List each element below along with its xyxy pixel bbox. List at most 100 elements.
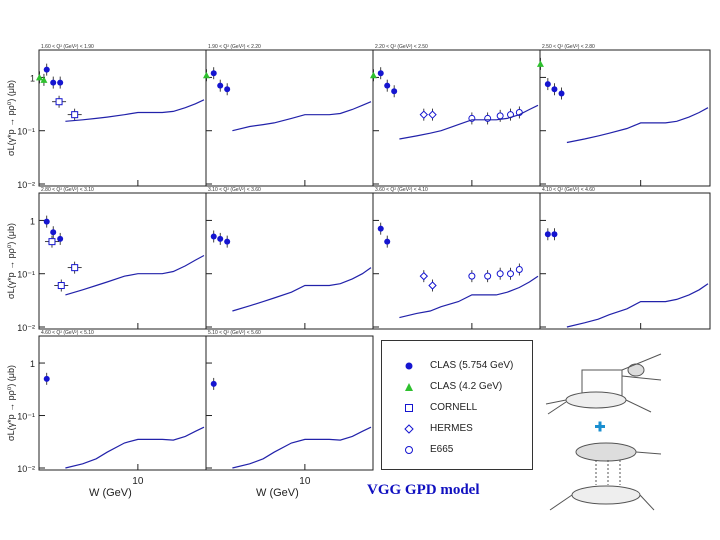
data-point <box>507 270 515 278</box>
x-axis-label: W (GeV) <box>89 487 132 499</box>
data-point <box>35 73 43 81</box>
panel-title: 1.60 < Q² (GeV²) < 1.90 <box>41 44 94 50</box>
legend-label: HERMES <box>430 423 473 434</box>
y-axis-label: σL(γ*p → pρ⁰) (μb) <box>6 223 16 299</box>
panel-title: 3.10 < Q² (GeV²) < 3.60 <box>208 187 261 193</box>
data-point <box>71 111 79 119</box>
data-point <box>419 271 429 281</box>
x-tick-label: 10 <box>132 476 144 487</box>
legend-item: CLAS (5.754 GeV) <box>382 357 532 375</box>
y-tick-label: 10⁻¹ <box>17 127 35 137</box>
data-point <box>484 272 492 280</box>
y-tick-label: 10⁻² <box>17 180 35 190</box>
legend: CLAS (5.754 GeV) CLAS (4.2 GeV) CORNELL … <box>381 340 533 470</box>
legend-item: HERMES <box>382 420 532 438</box>
data-point <box>210 70 217 77</box>
data-point <box>55 98 63 106</box>
filled-triangle-icon <box>405 383 413 391</box>
data-point <box>50 79 57 86</box>
y-tick-label: 10⁻² <box>17 323 35 333</box>
model-curve <box>232 267 372 312</box>
data-point <box>43 375 50 382</box>
caption: VGG GPD model <box>367 482 480 498</box>
y-tick-label: 1 <box>30 73 35 83</box>
data-point <box>217 82 224 89</box>
plus-icon <box>595 421 605 432</box>
panel-frame <box>539 192 711 330</box>
data-point <box>57 79 64 86</box>
panel-frame <box>38 192 207 330</box>
legend-item: CORNELL <box>382 399 532 417</box>
open-circle-icon <box>405 446 413 454</box>
data-point <box>428 281 437 290</box>
data-point <box>57 282 65 290</box>
y-tick-label: 10⁻¹ <box>17 270 35 280</box>
legend-item: CLAS (4.2 GeV) <box>382 378 532 396</box>
data-point <box>419 110 429 119</box>
filled-circle-icon <box>405 362 413 370</box>
y-axis-label: σL(γ*p → pρ⁰) (μb) <box>6 80 16 156</box>
panel-title: 3.60 < Q² (GeV²) < 4.10 <box>375 187 428 193</box>
panel-frame <box>205 49 374 187</box>
model-curve <box>399 275 539 319</box>
data-point <box>544 81 551 88</box>
panel-title: 4.10 < Q² (GeV²) < 4.60 <box>542 187 595 193</box>
data-point <box>43 66 50 73</box>
legend-label: E665 <box>430 444 454 455</box>
data-point <box>544 231 551 238</box>
y-tick-label: 10⁻² <box>17 464 35 474</box>
data-point <box>217 235 224 242</box>
y-tick-label: 1 <box>30 359 35 369</box>
data-point <box>391 88 398 95</box>
data-point <box>384 238 391 245</box>
y-tick-label: 10⁻¹ <box>17 412 35 422</box>
panel-title: 4.60 < Q² (GeV²) < 5.10 <box>41 330 94 336</box>
model-curve <box>399 104 539 140</box>
data-point <box>551 86 558 93</box>
data-point <box>224 238 231 245</box>
model-curve <box>65 426 205 469</box>
y-tick-label: 1 <box>30 216 35 226</box>
data-point <box>71 264 79 272</box>
open-square-icon <box>405 404 413 412</box>
model-curve <box>65 99 205 122</box>
model-curve <box>65 254 205 296</box>
data-point <box>40 76 48 83</box>
data-point <box>48 238 56 246</box>
data-point <box>202 71 210 79</box>
open-diamond-icon <box>404 424 414 434</box>
gpd-blob-bottom <box>571 485 641 505</box>
data-point <box>210 233 217 240</box>
panel-title: 5.10 < Q² (GeV²) < 5.60 <box>208 330 261 336</box>
x-tick-label: 10 <box>299 476 311 487</box>
data-point <box>496 112 504 120</box>
panel-title: 2.80 < Q² (GeV²) < 3.10 <box>41 187 94 193</box>
model-curve <box>232 101 372 132</box>
panel-frame <box>372 192 541 330</box>
model-curve <box>232 426 372 469</box>
panel-title: 2.20 < Q² (GeV²) < 2.50 <box>375 44 428 50</box>
data-point <box>377 70 384 77</box>
panel-frame <box>539 49 711 187</box>
panel-title: 2.50 < Q² (GeV²) < 2.80 <box>542 44 595 50</box>
data-point <box>50 229 57 236</box>
meson-blob <box>627 363 645 377</box>
legend-item: E665 <box>382 441 532 459</box>
data-point <box>515 265 523 273</box>
gpd-blob-mid <box>575 442 637 462</box>
data-point <box>558 90 565 97</box>
data-point <box>428 110 437 119</box>
data-point <box>210 380 217 387</box>
legend-label: CORNELL <box>430 402 478 413</box>
data-point <box>551 231 558 238</box>
data-point <box>484 114 492 122</box>
data-point <box>496 270 504 278</box>
legend-label: CLAS (5.754 GeV) <box>430 360 514 371</box>
panel-frame <box>38 335 207 471</box>
panel-frame <box>38 49 207 187</box>
panel-frame <box>372 49 541 187</box>
data-point <box>369 71 377 79</box>
data-point <box>224 86 231 93</box>
x-axis-label: W (GeV) <box>256 487 299 499</box>
